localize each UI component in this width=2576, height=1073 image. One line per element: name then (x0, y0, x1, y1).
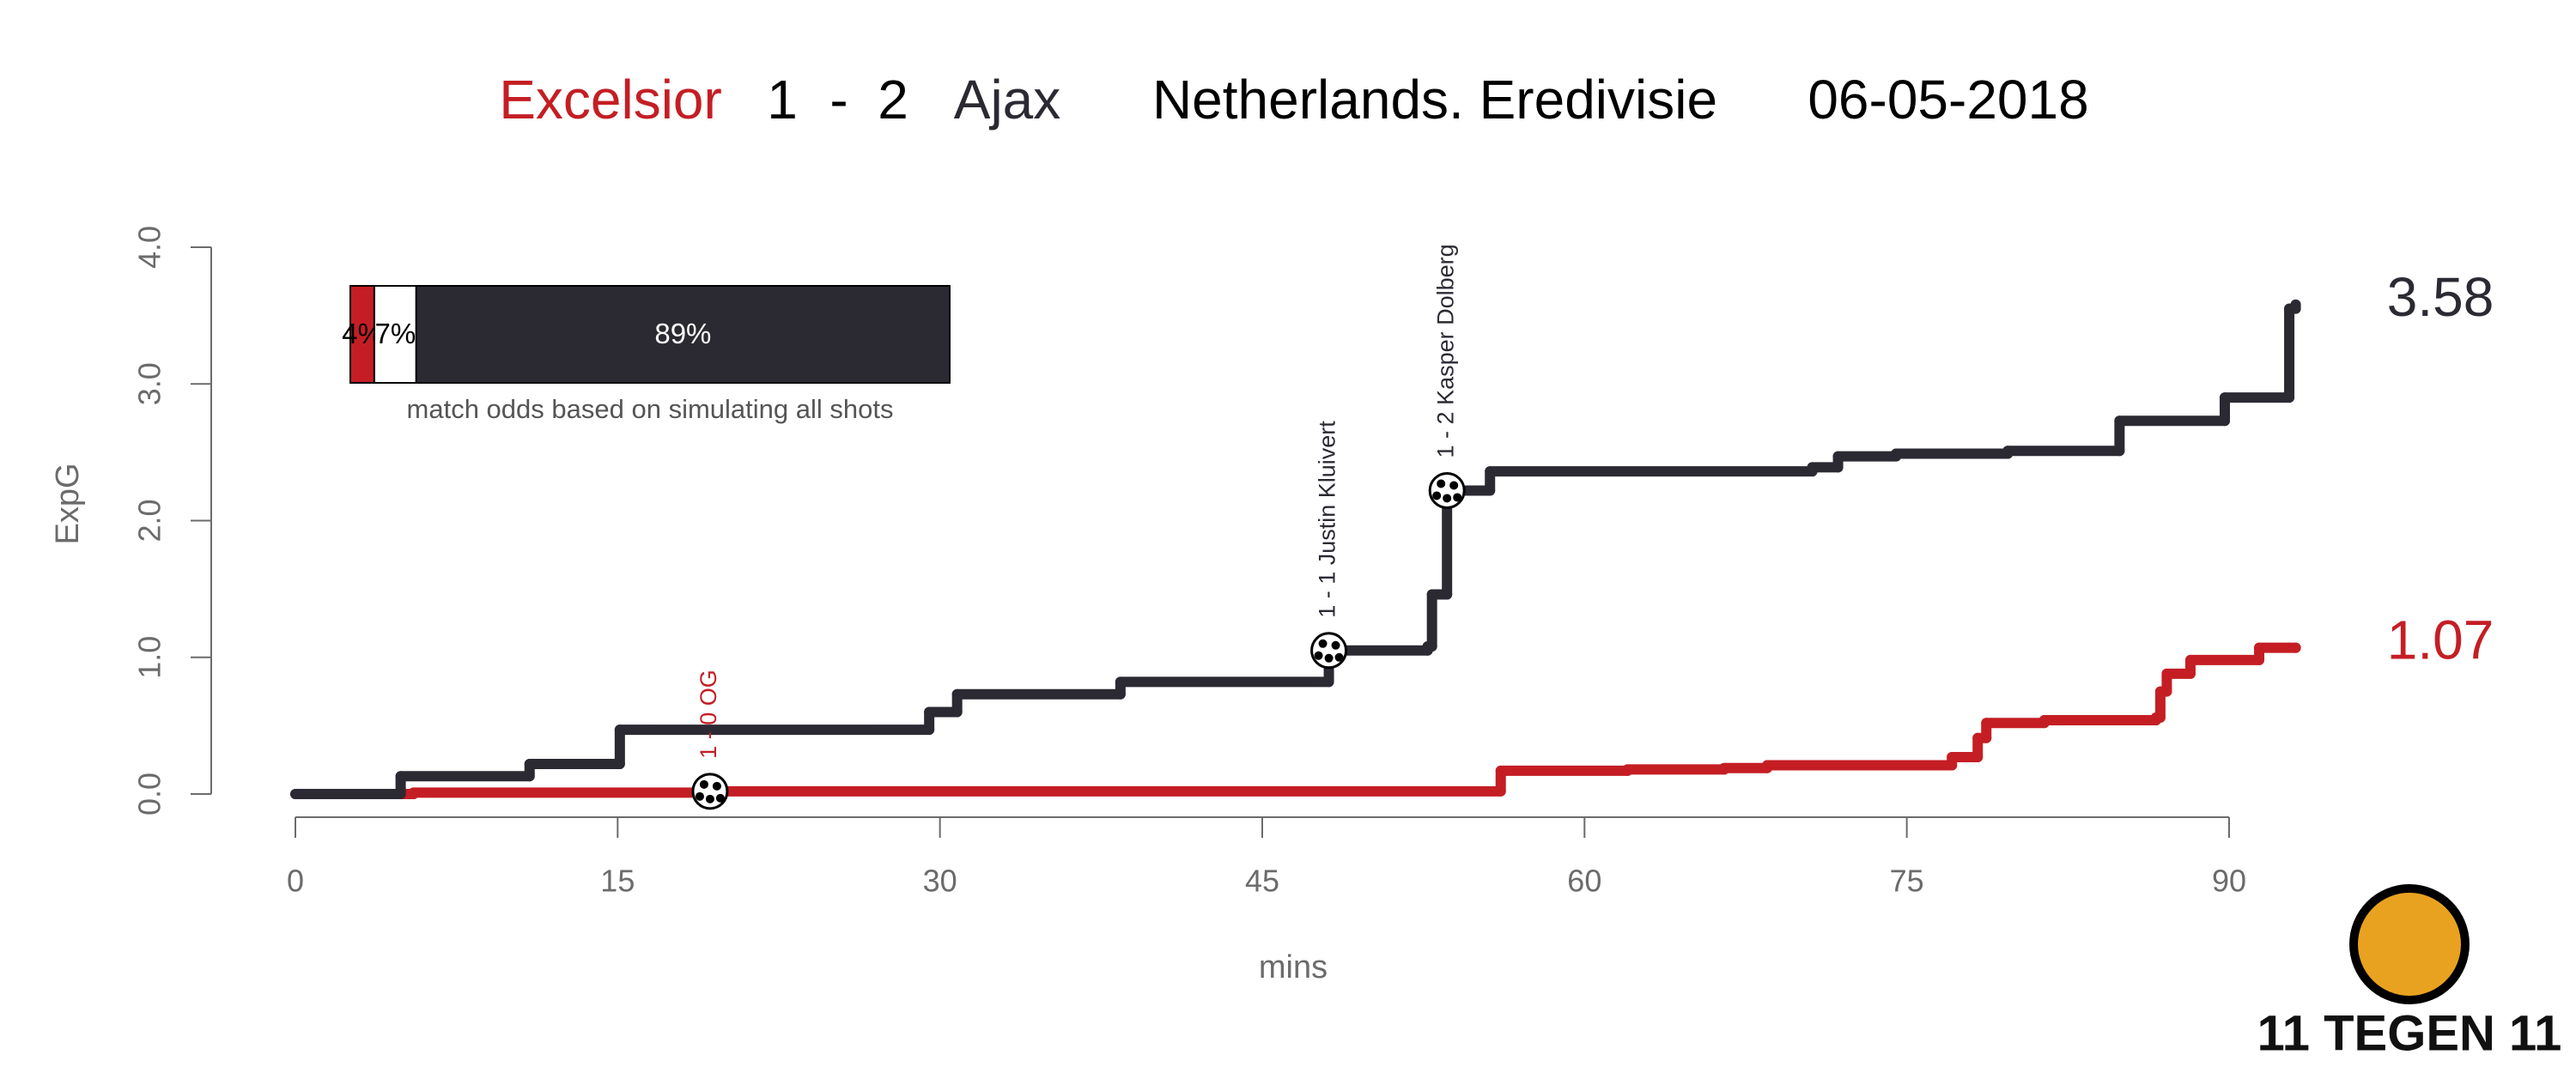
ball-patch (1314, 651, 1323, 660)
y-tick-label: 3.0 (132, 362, 167, 405)
ball-patch (1318, 639, 1327, 648)
odds-segment (373, 285, 417, 384)
series-line (290, 642, 2301, 799)
odds-label: 89% (654, 318, 711, 349)
away-score: 2 (878, 69, 908, 130)
y-axis-label: ExpG (50, 463, 86, 544)
x-axis-label: mins (1259, 949, 1327, 985)
odds-caption: match odds based on simulating all shots (407, 394, 894, 424)
competition: Netherlands. Eredivisie (1152, 69, 1717, 130)
ball-patch (1437, 479, 1446, 488)
goal-annotation: 1 - 2 Kasper Dolberg (1432, 244, 1458, 458)
ball-patch (1443, 494, 1452, 503)
ball-patch (1334, 652, 1344, 662)
y-tick-label: 4.0 (132, 226, 167, 269)
x-tick-label: 30 (923, 864, 957, 899)
score-separator: - (829, 69, 848, 130)
match-date: 06-05-2018 (1807, 69, 2088, 130)
title: Excelsior 1 - 2 Ajax Netherlands. Erediv… (499, 69, 2089, 130)
odds-label: 7% (374, 318, 416, 349)
final-xg-label: 3.58 (2387, 266, 2494, 328)
ball-patch (1432, 491, 1442, 500)
x-tick-label: 90 (2212, 864, 2246, 899)
x-tick-label: 0 (287, 864, 304, 899)
ball-patch (712, 781, 721, 791)
goal-annotation: 1 - 0 OG (696, 670, 721, 759)
y-tick-label: 2.0 (132, 499, 167, 542)
final-xg-label: 1.07 (2387, 609, 2494, 671)
away-team: Ajax (954, 69, 1061, 130)
x-tick-label: 15 (600, 864, 635, 899)
y-tick-label: 0.0 (132, 773, 167, 815)
ball-patch (1449, 481, 1459, 490)
ball-patch (699, 779, 708, 789)
ball-patch (1331, 640, 1340, 650)
ball-patch (695, 791, 704, 801)
x-tick-label: 60 (1567, 864, 1601, 899)
ball-patch (1324, 653, 1334, 663)
odds-segment (349, 285, 375, 384)
home-team: Excelsior (499, 69, 722, 130)
logo: 11 TEGEN 11 (2257, 884, 2562, 1061)
odds-segment (415, 285, 951, 384)
y-tick-label: 1.0 (132, 636, 167, 679)
ball-patch (705, 794, 714, 803)
ball-patch (715, 793, 725, 803)
x-tick-label: 45 (1245, 864, 1279, 899)
logo-disc (2358, 893, 2461, 996)
logo-text: 11 TEGEN 11 (2257, 1005, 2562, 1061)
ball-patch (1453, 493, 1462, 502)
home-score: 1 (767, 69, 798, 130)
x-tick-label: 75 (1890, 864, 1924, 899)
goal-annotation: 1 - 1 Justin Kluivert (1315, 421, 1340, 618)
